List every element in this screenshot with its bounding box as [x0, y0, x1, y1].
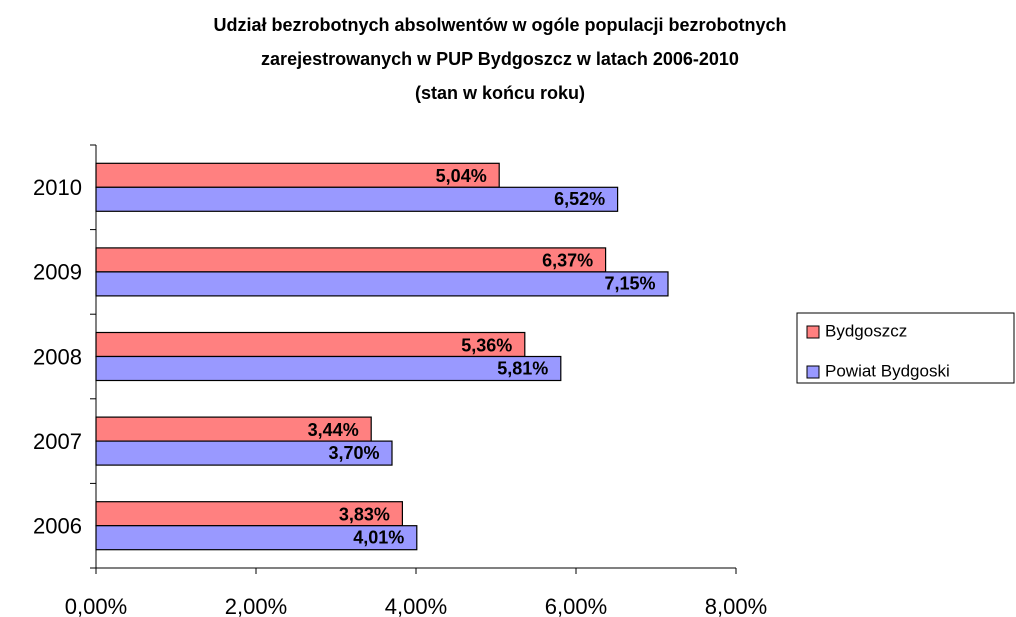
chart-title: (stan w końcu roku)	[415, 83, 585, 103]
x-tick-label: 2,00%	[225, 594, 287, 617]
value-label: 3,83%	[339, 504, 390, 524]
bar	[95, 271, 669, 297]
value-label: 5,04%	[436, 166, 487, 186]
bar	[95, 247, 607, 273]
y-tick-label: 2006	[33, 514, 82, 539]
y-tick-label: 2009	[33, 260, 82, 285]
value-label: 5,36%	[461, 335, 512, 355]
legend-box	[796, 312, 1015, 384]
legend-label: Bydgoszcz	[825, 321, 907, 340]
value-label: 6,37%	[542, 251, 593, 271]
bar	[95, 416, 372, 442]
bar	[95, 331, 526, 358]
x-tick-label: 6,00%	[545, 594, 607, 617]
bar	[95, 355, 562, 382]
value-label: 4,01%	[353, 527, 404, 547]
value-label: 5,81%	[497, 358, 548, 378]
chart-title: Udział bezrobotnych absolwentów w ogóle …	[213, 15, 786, 35]
bar	[95, 501, 403, 527]
chart-title: zarejestrowanych w PUP Bydgoszcz w latac…	[261, 49, 739, 69]
y-tick-label: 2010	[33, 175, 82, 200]
y-tick-label: 2008	[33, 344, 82, 369]
value-label: 6,52%	[554, 189, 605, 209]
legend-swatch	[806, 325, 820, 339]
bar	[95, 440, 393, 466]
legend-label: Powiat Bydgoski	[825, 361, 950, 380]
x-tick-label: 8,00%	[705, 594, 767, 617]
y-tick-label: 2007	[33, 429, 82, 454]
x-tick-label: 4,00%	[385, 594, 447, 617]
value-label: 3,70%	[328, 443, 379, 463]
bar	[95, 525, 418, 551]
bar	[95, 186, 619, 212]
value-label: 3,44%	[308, 420, 359, 440]
value-label: 7,15%	[604, 274, 655, 294]
x-tick-label: 0,00%	[65, 594, 127, 617]
legend-swatch	[806, 365, 820, 379]
